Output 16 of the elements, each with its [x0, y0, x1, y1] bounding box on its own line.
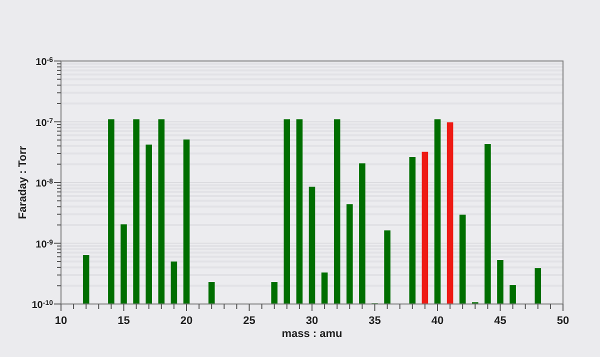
- y-tick-label: 10$^{-9}$: [36, 238, 54, 250]
- x-axis-title: mass : amu: [282, 328, 342, 340]
- x-tick-label: 25: [243, 315, 256, 327]
- x-tick-label: 35: [368, 315, 381, 327]
- x-tick-label: 20: [180, 315, 193, 327]
- y-tick-label: 10$^{-8}$: [36, 178, 54, 190]
- x-tick-label: 10: [54, 315, 68, 327]
- y-axis-title: Faraday : Torr: [17, 145, 29, 220]
- x-tick-label: 45: [494, 315, 506, 327]
- y-tick-label: 10$^{-10}$: [32, 300, 54, 311]
- x-tick-label: 15: [118, 315, 130, 327]
- x-tick-label: 40: [431, 315, 444, 327]
- x-tick-label: 30: [306, 315, 318, 327]
- y-tick-label: 10$^{-6}$: [36, 56, 54, 68]
- y-tick-label: 10$^{-7}$: [36, 117, 54, 129]
- x-tick-label: 50: [556, 315, 570, 327]
